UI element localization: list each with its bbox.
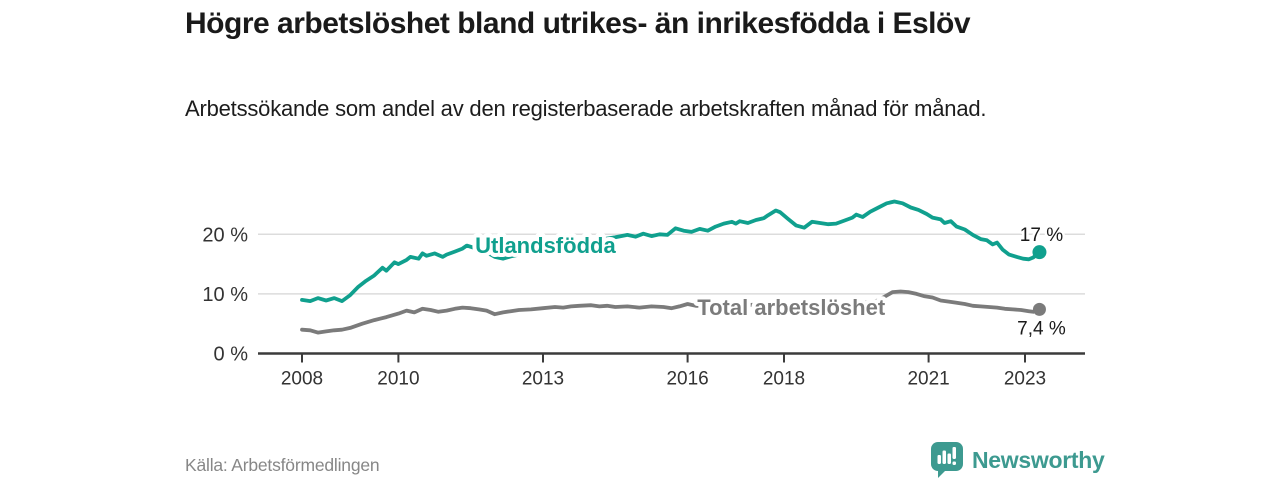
newsworthy-logo-text: Newsworthy — [972, 447, 1105, 473]
y-tick-label: 20 % — [202, 224, 248, 246]
x-tick-label: 2008 — [281, 369, 323, 390]
chart-subtitle: Arbetssökande som andel av den registerb… — [185, 96, 987, 121]
x-tick-label: 2013 — [522, 369, 564, 390]
newsworthy-logo: Newsworthy — [931, 442, 1105, 479]
source-caption: Källa: Arbetsförmedlingen — [185, 455, 380, 475]
end-dot-utlandsf-dda — [1032, 245, 1047, 260]
end-value-label-total-arbetsl-shet: 7,4 % — [1017, 318, 1066, 339]
series-line-total-arbetsl-shet — [300, 289, 1042, 335]
x-tick-label: 2018 — [763, 369, 805, 390]
series-label-total-arbetsl-shet: Total arbetslöshet — [697, 295, 886, 320]
y-tick-label: 0 % — [214, 344, 249, 366]
x-tick-label: 2023 — [1004, 369, 1046, 390]
newsworthy-bubble-chart-icon — [931, 442, 963, 478]
x-tick-label: 2016 — [666, 369, 708, 390]
line-chart: 2008 2010 2013 2016 2018 2021 2023 0 % 10 % 20 % U… — [202, 199, 1085, 390]
series-line-utlandsf-dda — [300, 199, 1042, 303]
y-tick-label: 10 % — [202, 284, 248, 306]
end-value-label-utlandsf-dda: 17 % — [1020, 225, 1063, 246]
end-dot-total-arbetsl-shet — [1032, 302, 1046, 316]
chart-title: Högre arbetslöshet bland utrikes- än inr… — [185, 7, 971, 40]
x-tick-label: 2010 — [377, 369, 419, 390]
x-tick-label: 2021 — [907, 369, 949, 390]
series-label-utlandsf-dda: Utlandsfödda — [475, 233, 616, 258]
